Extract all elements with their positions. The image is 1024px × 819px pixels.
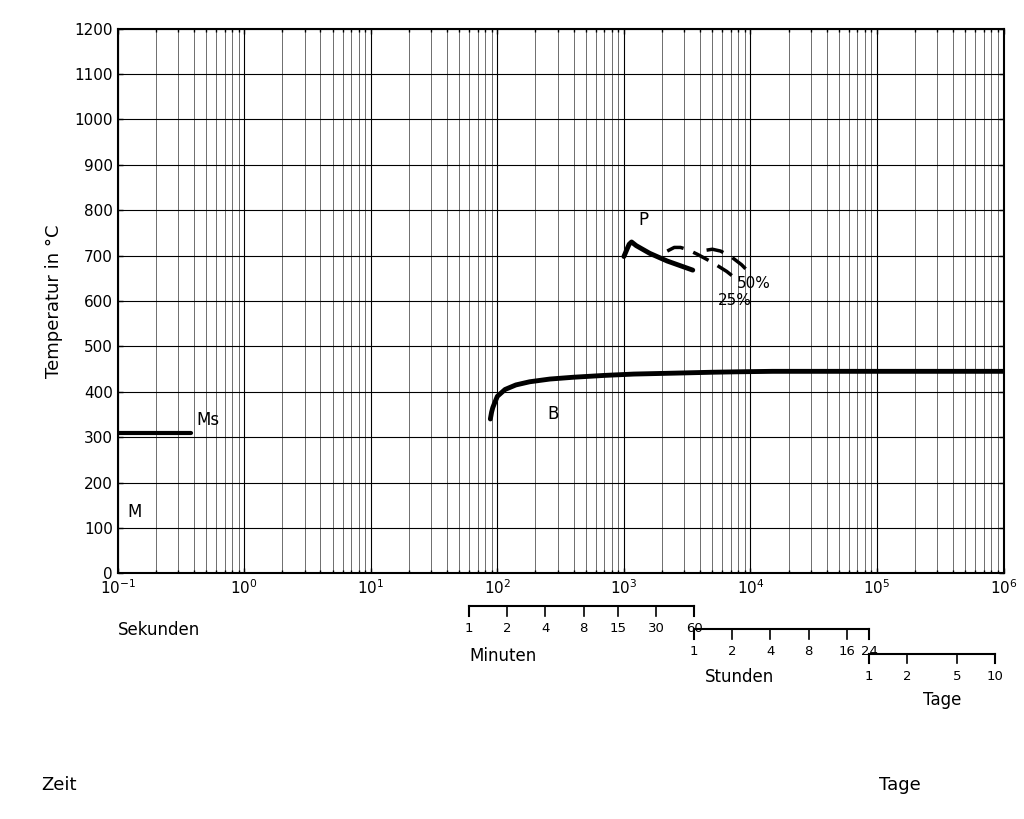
- Text: 4: 4: [542, 622, 550, 636]
- Text: 8: 8: [580, 622, 588, 636]
- Text: Ms: Ms: [197, 411, 220, 429]
- Text: 2: 2: [728, 645, 736, 658]
- Text: 25%: 25%: [718, 293, 752, 308]
- Text: M: M: [128, 503, 142, 521]
- Text: P: P: [638, 211, 648, 229]
- Text: 1: 1: [690, 645, 698, 658]
- Text: 4: 4: [766, 645, 775, 658]
- Text: Zeit: Zeit: [41, 776, 77, 794]
- Text: 30: 30: [648, 622, 665, 636]
- Text: Tage: Tage: [924, 691, 962, 709]
- Text: Tage: Tage: [880, 776, 921, 794]
- Text: 8: 8: [805, 645, 813, 658]
- Text: 24: 24: [860, 645, 878, 658]
- Text: B: B: [548, 405, 559, 423]
- Text: 10: 10: [987, 670, 1004, 683]
- Text: 2: 2: [903, 670, 911, 683]
- Text: 16: 16: [839, 645, 855, 658]
- Text: Sekunden: Sekunden: [118, 621, 200, 639]
- Text: 2: 2: [503, 622, 512, 636]
- Y-axis label: Temperatur in °C: Temperatur in °C: [45, 224, 63, 378]
- Text: 15: 15: [609, 622, 627, 636]
- Text: 60: 60: [686, 622, 702, 636]
- Text: 1: 1: [864, 670, 873, 683]
- Text: 50%: 50%: [737, 276, 771, 291]
- Text: Minuten: Minuten: [469, 647, 537, 665]
- Text: 1: 1: [465, 622, 473, 636]
- Text: 5: 5: [953, 670, 962, 683]
- Text: Stunden: Stunden: [705, 668, 774, 686]
